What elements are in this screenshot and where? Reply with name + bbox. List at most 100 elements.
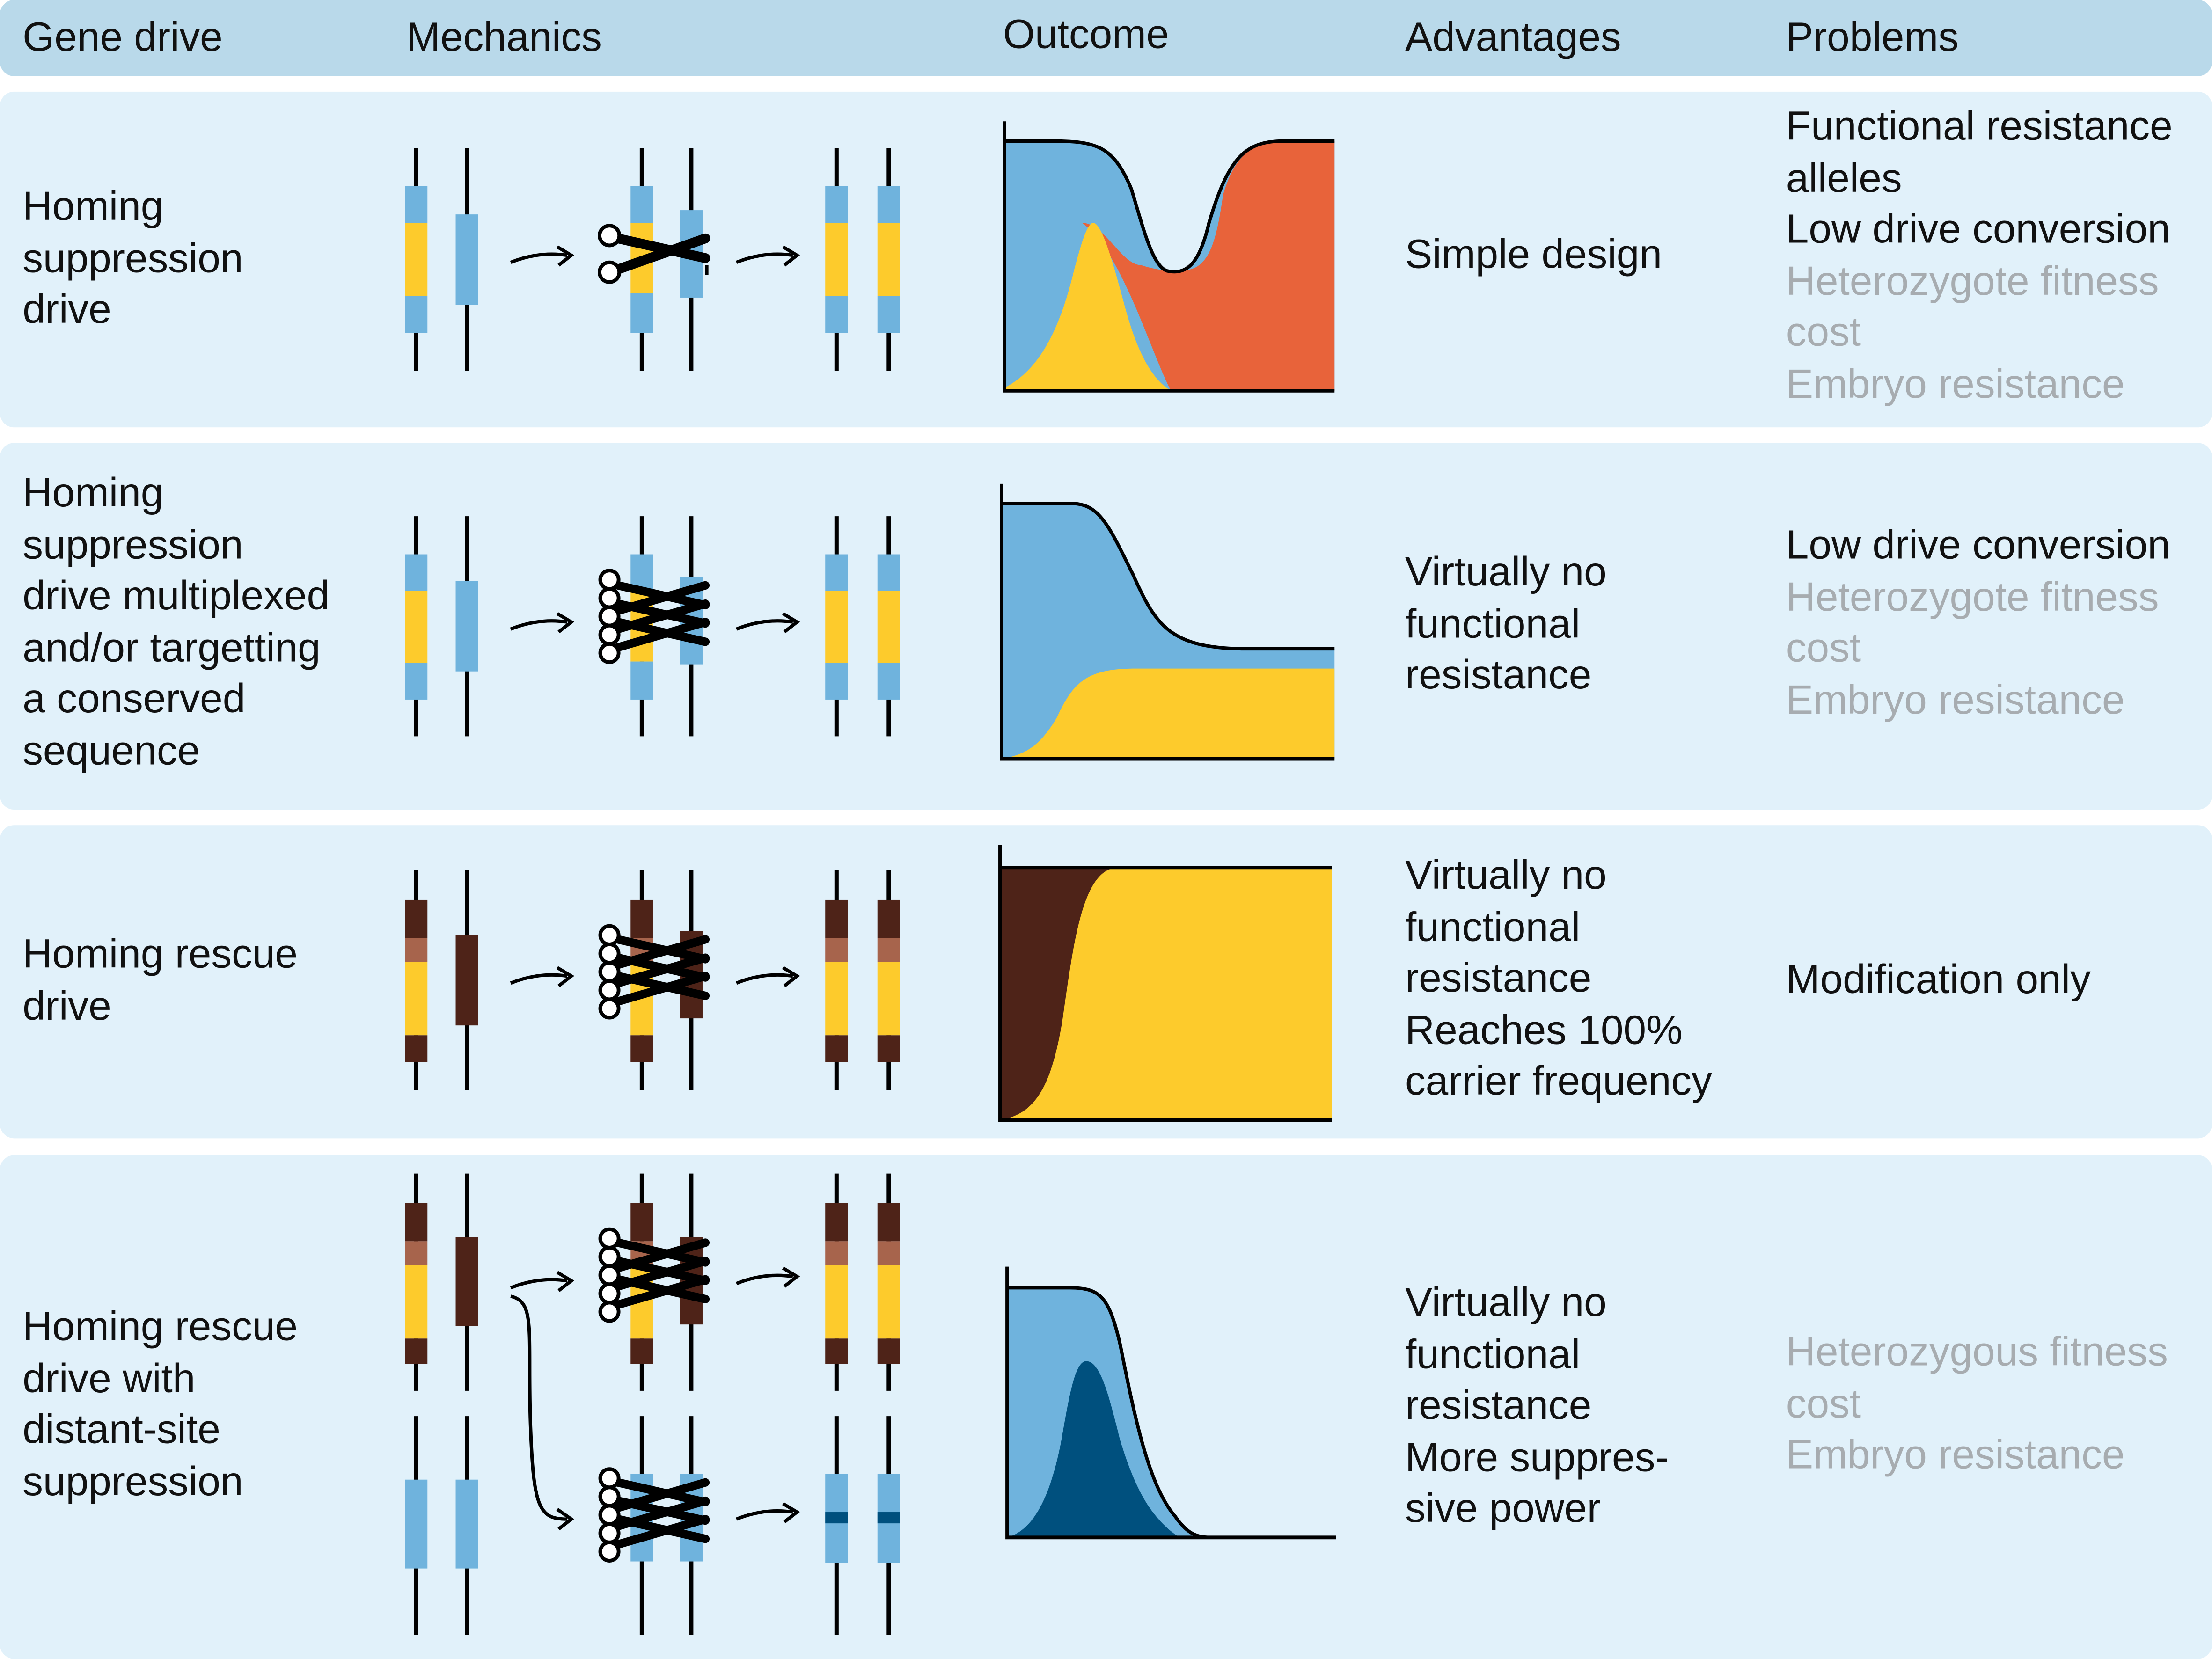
row-2-drive-area [1001, 668, 1335, 759]
row-3-drive-area [1000, 867, 1332, 1120]
row-4-converted-rescue-pair-icon [825, 1173, 900, 1391]
row-4-name: Homing rescue drive with distant-site su… [22, 1302, 298, 1508]
row-3-advantage-line: Reaches 100% [1405, 1008, 1683, 1053]
row-2-name-line: and/or targetting [22, 625, 321, 671]
row-4-advantages: Virtually no functional resistance More … [1405, 1278, 1669, 1535]
row-1-problem-line: Heterozygote fitness [1786, 259, 2159, 304]
row-2-problem-line: cost [1786, 626, 1861, 672]
row-4-advantage-line: resistance [1405, 1383, 1592, 1429]
row-3-problems: Modification only [1786, 955, 2091, 1006]
row-1-population-curve [1004, 139, 1335, 274]
row-4-name-line: suppression [22, 1459, 243, 1505]
row-4-multiplexed-scissors-icon [598, 1467, 710, 1563]
row-3-advantage-line: functional [1405, 905, 1581, 950]
header-bar: Gene drive Mechanics Outcome Advantages … [0, 0, 2212, 76]
row-4-disrupted-pair-icon [825, 1416, 900, 1635]
row-2-problem-line: Low drive conversion [1786, 523, 2170, 569]
row-3-advantage-line: Virtually no [1405, 853, 1607, 899]
row-1-converted-pair-icon [825, 148, 900, 371]
row-3-rescue-chromosome-pair-icon [405, 870, 478, 1090]
row-1-scissors-icon [598, 224, 710, 284]
row-2-name-line: a conserved [22, 677, 246, 723]
header-outcome: Outcome [1003, 13, 1169, 58]
row-1-problem-line: alleles [1786, 156, 1902, 201]
row-3-name: Homing rescue drive [22, 929, 298, 1032]
row-1-problems: Functional resistance alleles Low drive … [1786, 102, 2173, 410]
row-4-population-curve [1007, 1286, 1336, 1539]
row-4-suppression-area [1007, 1361, 1179, 1538]
row-4-name-line: distant-site [22, 1408, 220, 1453]
row-4-multiplexed-scissors-icon [598, 1227, 710, 1323]
row-2-advantages: Virtually no functional resistance [1405, 547, 1607, 702]
row-2-multiplexed-scissors-icon [598, 569, 710, 665]
row-4-problem-line: Heterozygous fitness [1786, 1330, 2168, 1375]
row-1-problem-line: Functional resistance [1786, 104, 2173, 150]
row-1-name-line: suppression [22, 236, 243, 282]
row-4-arrow-icon [735, 1502, 800, 1523]
row-3-advantage-line: resistance [1405, 956, 1592, 1001]
header-problems: Problems [1786, 15, 1959, 61]
row-1-problem-line: Embryo resistance [1786, 362, 2125, 407]
row-2-name: Homing suppression drive multiplexed and… [22, 468, 330, 777]
row-4-name-line: Homing rescue [22, 1304, 298, 1350]
row-3-multiplexed-scissors-icon [598, 924, 710, 1020]
row-4-rescue-chromosome-pair-icon [405, 1173, 478, 1391]
row-4-problem-line: cost [1786, 1381, 1861, 1427]
row-1-advantages: Simple design [1405, 230, 1662, 281]
row-2-name-line: suppression [22, 522, 243, 568]
row-2-advantage-line: functional [1405, 601, 1581, 647]
row-2-advantage-line: resistance [1405, 653, 1592, 698]
row-3-arrow-icon [735, 966, 800, 987]
row-4-branch-arrow-icon [510, 1294, 574, 1531]
row-3-name-line: Homing rescue [22, 932, 298, 978]
row-2-converted-pair-icon [825, 516, 900, 737]
row-3-outcome-plot [998, 845, 1332, 1122]
row-1-name-line: Homing [22, 184, 164, 230]
row-2-name-line: sequence [22, 728, 200, 774]
row-2-problems: Low drive conversion Heterozygote fitnes… [1786, 520, 2170, 726]
row-4-advantage-line: functional [1405, 1332, 1581, 1378]
row-1-drive-area [1004, 223, 1171, 391]
row-2-advantage-line: Virtually no [1405, 550, 1607, 595]
row-3-arrow-icon [510, 966, 575, 987]
row-2-name-line: drive multiplexed [22, 574, 330, 620]
row-4-advantage-line: sive power [1405, 1486, 1601, 1532]
row-1-problem-line: Low drive conversion [1786, 207, 2170, 253]
row-1-outcome-plot [1003, 121, 1335, 393]
row-4-mechanics-diagram [405, 1173, 900, 1635]
row-2-population-curve [1001, 502, 1335, 651]
row-3-axes [998, 845, 1332, 1122]
row-4-advantage-line: Virtually no [1405, 1280, 1607, 1326]
row-3-mechanics-diagram [405, 870, 900, 1090]
row-3-advantages: Virtually no functional resistance Reach… [1405, 850, 1712, 1108]
header-advantages: Advantages [1405, 15, 1621, 61]
row-4-axes [1005, 1266, 1336, 1540]
row-4-outcome-plot [1005, 1266, 1336, 1540]
row-1-arrow-icon [735, 245, 800, 267]
row-2-chromosome-pair-icon [405, 516, 478, 737]
row-4-arrow-icon [510, 1271, 575, 1292]
row-2-arrow-icon [510, 612, 575, 634]
row-2-problem-line: Embryo resistance [1786, 678, 2125, 723]
row-2-problem-line: Heterozygote fitness [1786, 575, 2159, 620]
row-4-target-chromosome-pair-icon [405, 1416, 478, 1635]
row-1-advantage-line: Simple design [1405, 233, 1662, 278]
row-4-advantage-line: More suppres- [1405, 1435, 1669, 1481]
row-4-arrow-icon [735, 1266, 800, 1288]
row-4-name-line: drive with [22, 1356, 196, 1402]
row-3-advantage-line: carrier frequency [1405, 1059, 1712, 1104]
row-4-problems: Heterozygous fitness cost Embryo resista… [1786, 1327, 2168, 1482]
row-3-problem-line: Modification only [1786, 957, 2091, 1003]
row-2-name-line: Homing [22, 471, 164, 517]
row-2-mechanics-diagram [405, 516, 900, 737]
row-1-name-line: drive [22, 287, 111, 333]
row-1-problem-line: cost [1786, 310, 1861, 356]
row-1-axes [1003, 121, 1335, 393]
row-1-arrow-icon [510, 245, 575, 267]
row-3-name-line: drive [22, 984, 111, 1029]
row-2-outcome-plot [1000, 483, 1335, 761]
header-gene-drive: Gene drive [22, 15, 223, 61]
header-mechanics: Mechanics [406, 15, 602, 61]
row-1-chromosome-pair-icon [405, 148, 478, 371]
